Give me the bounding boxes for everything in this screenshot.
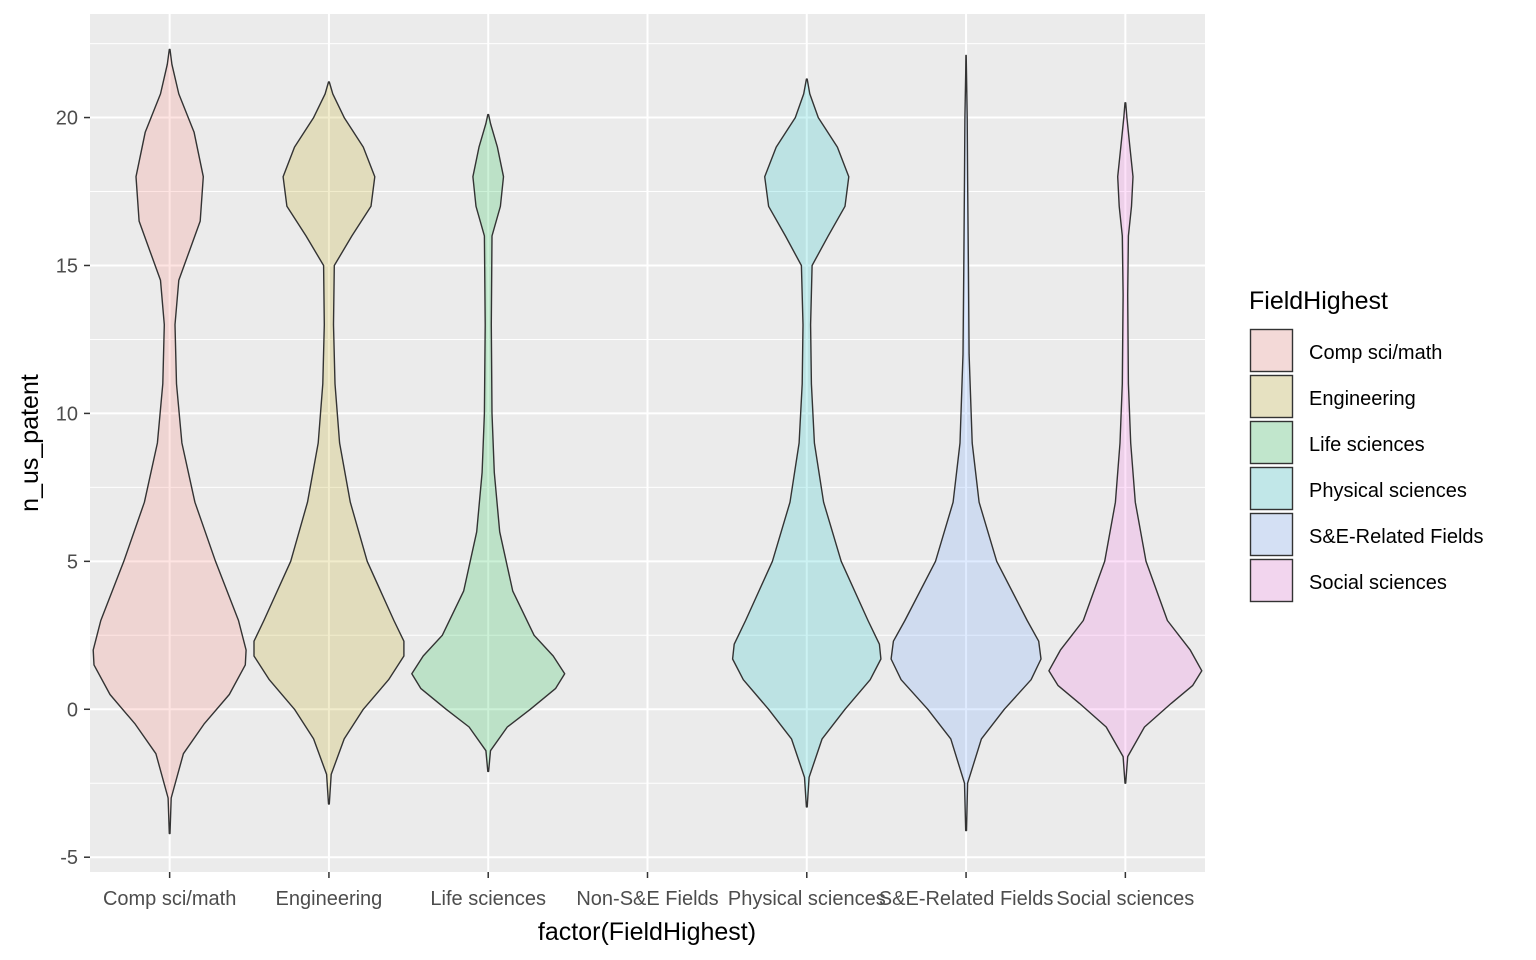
x-tick-label: Non-S&E Fields <box>576 888 718 910</box>
legend-key <box>1251 422 1293 464</box>
legend-label: Social sciences <box>1309 572 1447 594</box>
x-tick-label: S&E-Related Fields <box>879 888 1054 910</box>
y-tick-label: 10 <box>56 403 78 425</box>
x-tick-label: Physical sciences <box>728 888 886 910</box>
x-tick-label: Comp sci/math <box>103 888 236 910</box>
x-axis-ticks: Comp sci/math Engineering Life sciences Non… <box>103 872 1194 910</box>
legend-label: Engineering <box>1309 388 1416 410</box>
legend-label: S&E-Related Fields <box>1309 526 1484 548</box>
legend-title: FieldHighest <box>1249 287 1388 315</box>
x-tick-label: Life sciences <box>430 888 546 910</box>
legend-key <box>1251 376 1293 418</box>
legend-key <box>1251 560 1293 602</box>
legend-key <box>1251 468 1293 510</box>
y-axis-ticks: -5 0 5 10 15 20 <box>56 108 90 870</box>
y-tick-label: 15 <box>56 255 78 277</box>
x-tick-label: Social sciences <box>1056 888 1194 910</box>
y-axis-title: n_us_patent <box>16 374 44 512</box>
legend-label: Life sciences <box>1309 434 1425 456</box>
y-tick-label: 0 <box>67 699 78 721</box>
y-tick-label: 20 <box>56 108 78 130</box>
y-tick-label: -5 <box>60 847 78 869</box>
x-tick-label: Engineering <box>276 888 383 910</box>
legend-key <box>1251 330 1293 372</box>
legend-key <box>1251 514 1293 556</box>
legend-label: Physical sciences <box>1309 480 1467 502</box>
legend: FieldHighest Comp sci/math Engineering Lif… <box>1249 287 1484 602</box>
legend-label: Comp sci/math <box>1309 342 1442 364</box>
y-tick-label: 5 <box>67 551 78 573</box>
x-axis-title: factor(FieldHighest) <box>538 918 756 946</box>
